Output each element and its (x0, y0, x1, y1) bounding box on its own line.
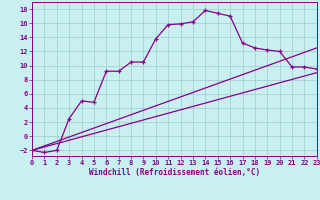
X-axis label: Windchill (Refroidissement éolien,°C): Windchill (Refroidissement éolien,°C) (89, 168, 260, 177)
